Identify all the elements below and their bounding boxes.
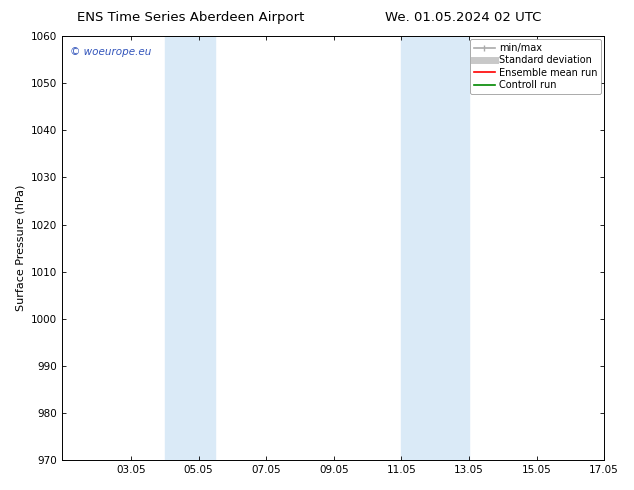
- Text: © woeurope.eu: © woeurope.eu: [70, 47, 151, 57]
- Bar: [401, 36, 469, 460]
- Legend: min/max, Standard deviation, Ensemble mean run, Controll run: min/max, Standard deviation, Ensemble me…: [470, 39, 601, 94]
- Y-axis label: Surface Pressure (hPa): Surface Pressure (hPa): [15, 185, 25, 311]
- Text: We. 01.05.2024 02 UTC: We. 01.05.2024 02 UTC: [385, 11, 541, 24]
- Text: ENS Time Series Aberdeen Airport: ENS Time Series Aberdeen Airport: [77, 11, 304, 24]
- Bar: [165, 36, 216, 460]
